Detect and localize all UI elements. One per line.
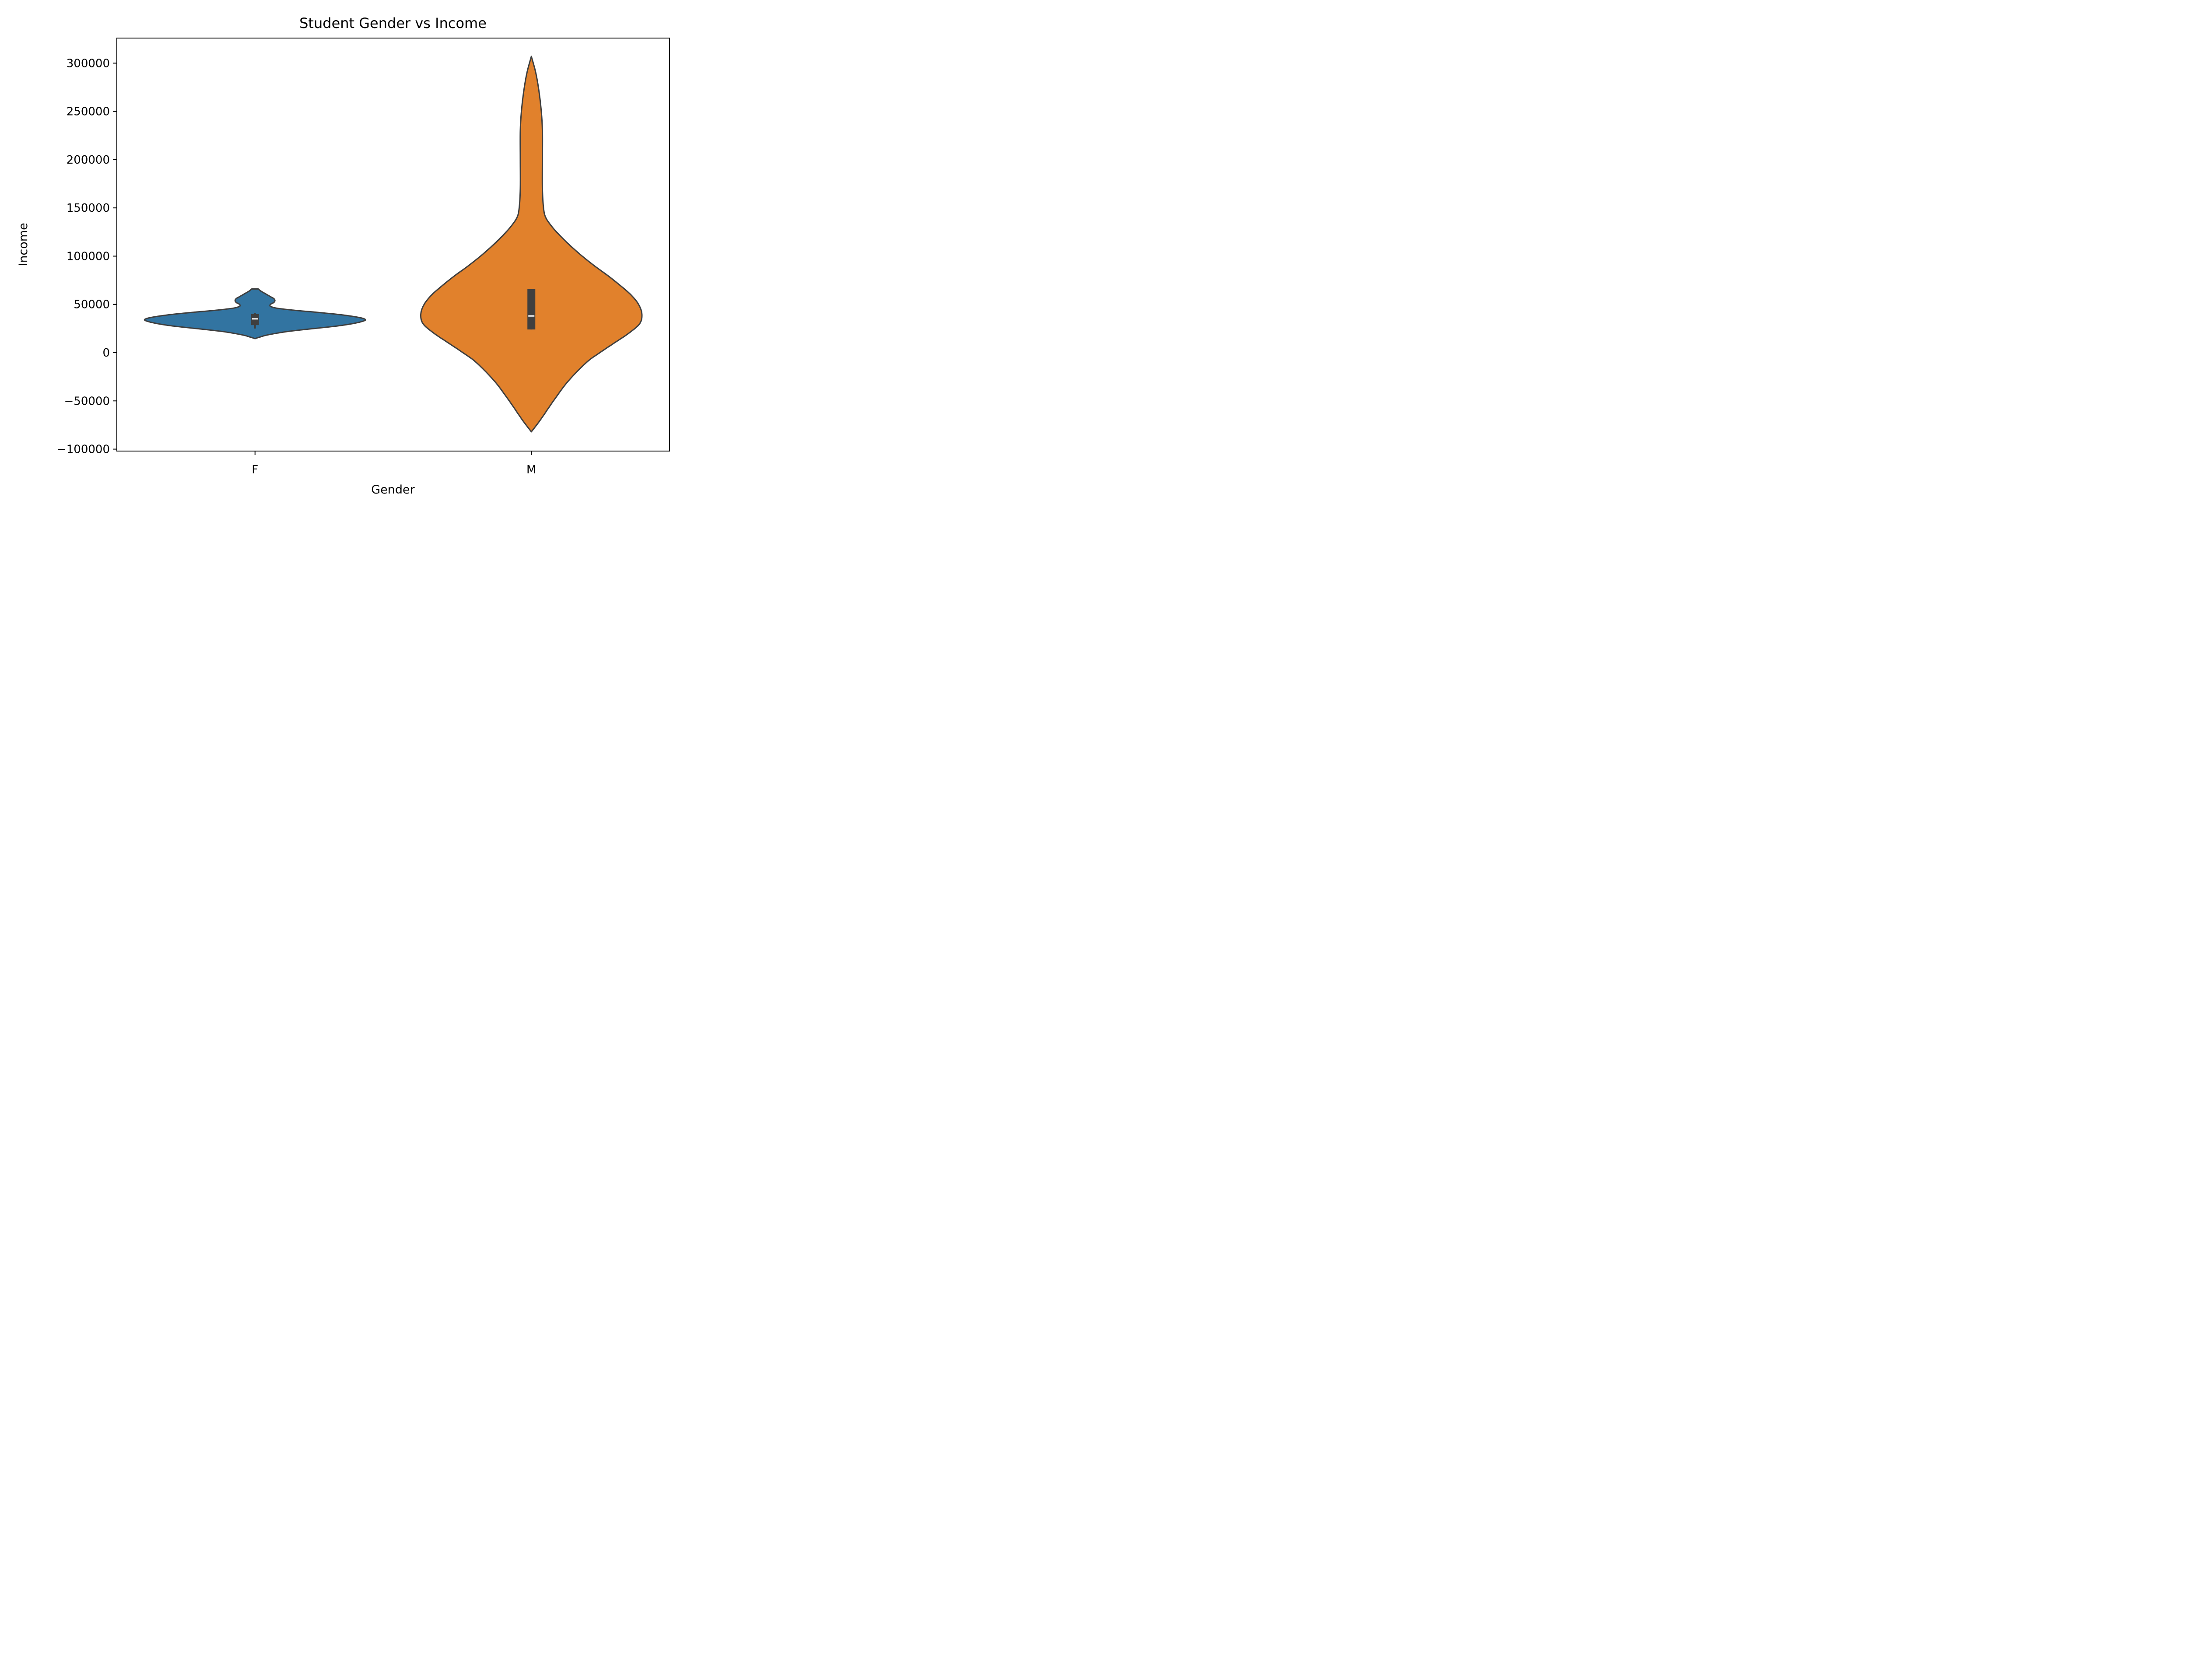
y-tick-label: 100000 [67,250,110,263]
violins-layer [144,56,643,433]
y-tick-label: 150000 [67,202,110,215]
y-axis-title: Income [17,223,30,266]
violin-chart: Student Gender vs Income −100000 −50000 0 5… [17,15,670,497]
violin-iqr-box [251,314,259,326]
chart-title: Student Gender vs Income [299,15,487,32]
y-tick-label: −50000 [64,395,110,408]
y-tick-label: 0 [102,346,110,360]
y-tick-label: 50000 [74,298,110,312]
y-tick-label: 250000 [67,105,110,119]
x-axis-title: Gender [371,483,415,497]
violin-iqr-box [527,289,536,330]
violin-f [144,288,366,340]
y-axis: −100000 −50000 0 50000 100000 150000 200000 250… [57,57,117,456]
x-tick-label: M [526,463,536,476]
y-tick-label: 300000 [67,57,110,70]
plot-frame [116,38,670,452]
y-tick-label: −100000 [57,443,110,456]
y-tick-label: 200000 [67,154,110,167]
x-tick-label: F [252,463,258,476]
violin-m [420,56,643,433]
violin-body [420,56,643,433]
